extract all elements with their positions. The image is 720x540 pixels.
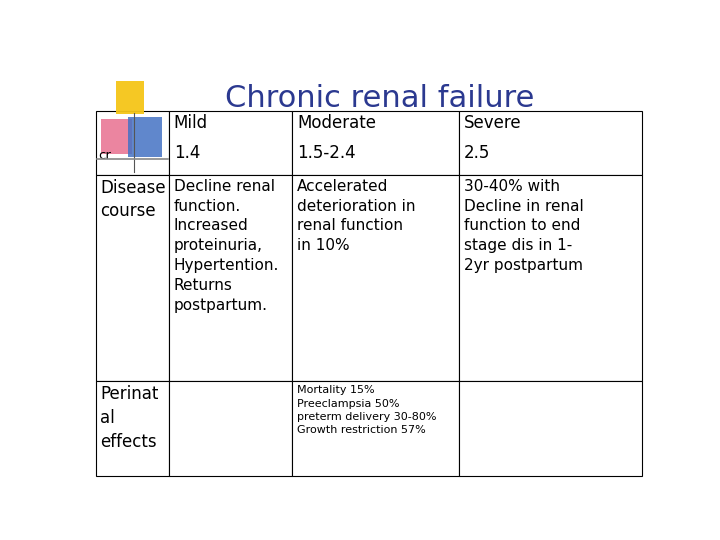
Bar [102,119,132,154]
Text: 1.4: 1.4 [174,144,200,162]
Bar [292,111,459,174]
Bar [96,381,169,476]
Bar [459,111,642,174]
Bar [169,174,292,381]
Bar [96,174,169,381]
Text: Perinat
al
effects: Perinat al effects [100,386,158,451]
Bar [116,81,144,114]
Bar [459,174,642,381]
Bar [292,174,459,381]
Bar [169,111,292,174]
Bar [169,381,292,476]
Text: Mild: Mild [174,114,208,132]
Text: Chronic renal failure: Chronic renal failure [225,84,535,112]
Text: Disease
course: Disease course [100,179,166,220]
Text: Moderate: Moderate [297,114,376,132]
Bar [292,381,459,476]
Text: Mortality 15%
Preeclampsia 50%
preterm delivery 30-80%
Growth restriction 57%: Mortality 15% Preeclampsia 50% preterm d… [297,386,436,435]
Text: cr: cr [98,149,111,162]
Text: 1.5-2.4: 1.5-2.4 [297,144,356,162]
Bar [128,117,162,157]
Text: Decline renal
function.
Increased
proteinuria,
Hypertention.
Returns
postpartum.: Decline renal function. Increased protei… [174,179,279,313]
Text: Severe: Severe [464,114,521,132]
Text: Accelerated
deterioration in
renal function
in 10%: Accelerated deterioration in renal funct… [297,179,415,253]
Bar [459,381,642,476]
Text: 30-40% with
Decline in renal
function to end
stage dis in 1-
2yr postpartum: 30-40% with Decline in renal function to… [464,179,583,273]
Bar [96,111,169,174]
Text: 2.5: 2.5 [464,144,490,162]
